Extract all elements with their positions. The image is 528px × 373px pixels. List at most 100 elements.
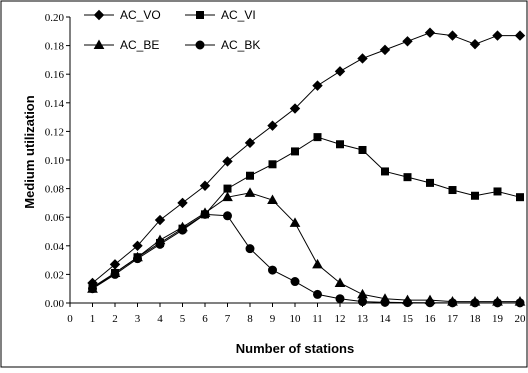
y-tick-label: 0.18	[45, 41, 65, 53]
data-point-ac-bk	[358, 297, 367, 307]
data-point-ac-be	[222, 191, 233, 202]
data-point-ac-bk	[493, 298, 502, 308]
legend-label: AC_VO	[120, 8, 161, 22]
data-point-ac-vi	[313, 133, 322, 142]
data-point-ac-vi	[291, 147, 299, 156]
data-point-ac-vo	[222, 156, 233, 167]
x-tick-label: 0	[67, 313, 73, 325]
x-tick-label: 16	[425, 313, 437, 325]
data-point-ac-vi	[381, 167, 389, 176]
x-tick-label: 4	[157, 313, 163, 325]
legend-label: AC_BK	[221, 38, 260, 52]
data-point-ac-vi	[358, 145, 367, 154]
data-point-ac-be	[267, 194, 278, 205]
legend-item-ac-bk: AC_BK	[185, 38, 260, 52]
data-point-ac-vi	[471, 191, 479, 200]
data-point-ac-vi	[516, 193, 524, 202]
data-point-ac-bk	[223, 211, 232, 221]
data-point-ac-bk	[88, 284, 97, 294]
data-point-ac-be	[244, 187, 256, 197]
x-tick-label: 18	[470, 313, 482, 325]
x-tick-label: 20	[515, 313, 527, 325]
x-tick-label: 15	[402, 313, 414, 325]
y-tick-label: 0.06	[45, 212, 65, 224]
series-ac-vo	[87, 27, 526, 289]
data-point-ac-be	[289, 217, 301, 227]
x-tick-label: 5	[180, 313, 186, 325]
data-point-ac-bk	[268, 265, 277, 275]
data-point-ac-vo	[132, 240, 143, 252]
data-point-ac-vo	[424, 27, 436, 38]
data-point-ac-bk	[245, 244, 255, 254]
y-tick-label: 0.08	[45, 184, 65, 196]
x-tick-label: 13	[357, 313, 369, 325]
y-tick-label: 0.10	[45, 155, 65, 167]
data-point-ac-vo	[447, 30, 458, 41]
data-point-ac-bk	[110, 269, 120, 279]
x-tick-label: 3	[135, 313, 141, 325]
y-tick-label: 0.12	[45, 126, 64, 138]
data-point-ac-vo	[154, 214, 166, 226]
legend-marker-ac-be	[93, 39, 105, 49]
legend-item-ac-vi: AC_VI	[185, 8, 256, 22]
x-tick-label: 10	[290, 313, 302, 325]
data-point-ac-vo	[469, 38, 481, 50]
data-point-ac-bk	[290, 277, 300, 287]
data-point-ac-bk	[425, 298, 435, 308]
data-point-ac-bk	[313, 289, 322, 299]
data-point-ac-bk	[403, 298, 412, 308]
y-tick-label: 0.14	[45, 98, 65, 110]
y-tick-label: 0.00	[45, 298, 65, 310]
y-tick-label: 0.20	[45, 12, 65, 24]
x-tick-label: 6	[202, 313, 208, 325]
data-point-ac-be	[312, 258, 323, 269]
data-point-ac-bk	[515, 298, 525, 308]
x-axis-title: Number of stations	[236, 341, 354, 356]
data-point-ac-vo	[492, 30, 503, 41]
y-axis-title: Medium utilization	[22, 95, 37, 208]
legend: AC_VO AC_VI AC_BE AC_BK	[84, 8, 260, 52]
data-point-ac-vo	[267, 120, 278, 131]
x-tick-label: 12	[335, 313, 346, 325]
data-point-ac-vi	[223, 184, 232, 193]
data-point-ac-vo	[357, 53, 368, 64]
x-tick-label: 1	[90, 313, 96, 325]
legend-label: AC_VI	[221, 8, 256, 22]
data-point-ac-bk	[178, 225, 187, 235]
legend-marker-ac-bk	[195, 40, 205, 50]
x-tick-label: 2	[112, 313, 118, 325]
data-point-ac-vi	[246, 171, 254, 180]
data-point-ac-vi	[493, 187, 502, 196]
x-tick-label: 11	[312, 313, 323, 325]
series-ac-bk	[88, 209, 525, 308]
data-point-ac-bk	[470, 298, 480, 308]
y-tick-label: 0.04	[45, 241, 65, 253]
data-point-ac-vo	[177, 197, 188, 209]
data-point-ac-vi	[268, 160, 277, 169]
data-point-ac-vi	[426, 178, 434, 187]
data-point-ac-be	[334, 277, 346, 287]
data-point-ac-vi	[336, 140, 344, 149]
data-point-ac-bk	[155, 239, 165, 249]
x-tick-label: 9	[270, 313, 276, 325]
data-point-ac-bk	[335, 294, 345, 304]
data-point-ac-vo	[402, 36, 413, 47]
data-point-ac-vi	[403, 173, 412, 182]
data-point-ac-vi	[448, 186, 457, 195]
data-point-ac-bk	[133, 254, 142, 264]
data-point-ac-vo	[514, 30, 526, 41]
data-point-ac-vo	[244, 137, 256, 149]
legend-item-ac-be: AC_BE	[84, 38, 159, 52]
data-point-ac-bk	[200, 209, 210, 219]
legend-marker-ac-vo	[93, 9, 105, 21]
y-tick-label: 0.02	[45, 269, 64, 281]
y-tick-label: 0.16	[45, 69, 65, 81]
legend-item-ac-vo: AC_VO	[84, 8, 161, 22]
data-point-ac-vo	[312, 80, 323, 91]
data-point-ac-bk	[448, 298, 457, 308]
data-point-ac-vo	[289, 103, 301, 114]
data-point-ac-vo	[379, 44, 391, 56]
